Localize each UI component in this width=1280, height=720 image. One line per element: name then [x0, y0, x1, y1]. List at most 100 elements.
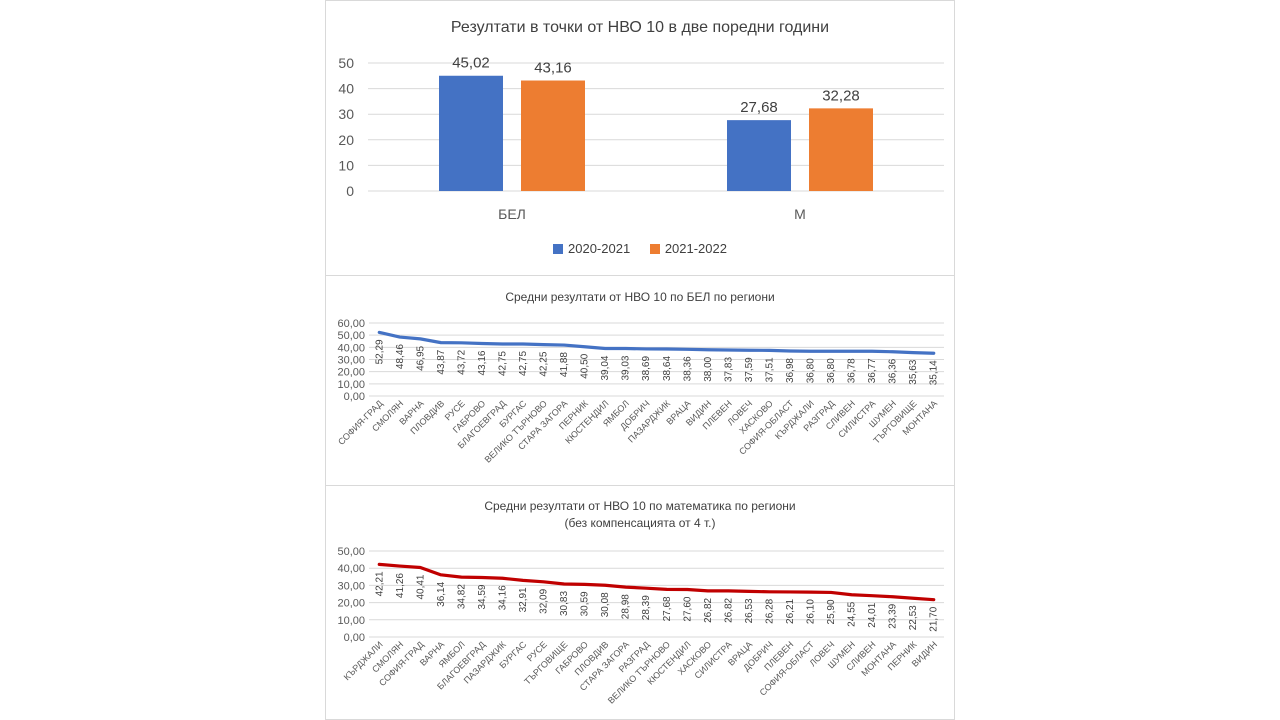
- math-data-label-софия-град: 40,41: [415, 574, 426, 599]
- bel-data-label-плевен: 37,83: [723, 357, 734, 382]
- math-point-велико-търново: [665, 588, 668, 591]
- bel-data-label-шумен: 36,36: [888, 358, 899, 383]
- math-point-хасково: [707, 590, 709, 592]
- math-y-tick-label-10,00: 10,00: [337, 615, 365, 627]
- math-data-label-пазарджик: 34,16: [497, 585, 508, 610]
- bel-y-tick-label-50,00: 50,00: [337, 330, 365, 342]
- legend-label-2020-2021: 2020-2021: [568, 241, 631, 256]
- math-data-label-разград: 28,39: [641, 595, 652, 620]
- bel-y-tick-label-30,00: 30,00: [337, 355, 365, 367]
- bel-point-габрово: [481, 342, 483, 345]
- bel-point-русе: [460, 342, 463, 344]
- chart-title-math-regions: Средни резултати от НВО 10 по математика…: [326, 498, 954, 532]
- math-data-label-ямбол: 34,82: [456, 584, 467, 609]
- bel-point-софия-град: [378, 331, 381, 334]
- math-point-благоевград: [481, 576, 483, 579]
- bel-series-line: [377, 330, 936, 355]
- bel-data-label-пазарджик: 38,64: [662, 356, 673, 381]
- bel-point-стара-загора: [563, 344, 565, 346]
- bel-point-хасково: [768, 349, 771, 352]
- chart-title-two-years: Резултати в точки от НВО 10 в две поредн…: [450, 19, 830, 36]
- math-point-варна: [440, 574, 442, 576]
- bel-point-плевен: [727, 349, 730, 351]
- y-tick-label-0: 0: [346, 183, 354, 199]
- bel-point-бургас: [522, 343, 524, 345]
- bel-data-label-силистра: 36,77: [867, 358, 878, 383]
- bar-chart-svg: 0 10 20 30 40 50 45,02 43,16 БЕЛ 27,68 32,28 М: [338, 55, 944, 222]
- data-label-бел-2020-2021: 45,02: [452, 55, 490, 72]
- bel-data-label-сливен: 36,78: [847, 358, 858, 383]
- math-data-label-кюстендил: 27,60: [682, 596, 693, 621]
- y-tick-label-20: 20: [338, 132, 354, 148]
- bel-data-label-пловдив: 43,87: [436, 349, 447, 374]
- math-point-русе: [542, 581, 545, 583]
- math-y-tick-label-30,00: 30,00: [337, 580, 365, 592]
- bel-data-label-кюстендил: 39,04: [600, 355, 611, 380]
- bel-point-софия-област: [789, 350, 791, 352]
- math-data-label-силистра: 26,82: [723, 597, 734, 622]
- math-point-бургас: [522, 579, 524, 582]
- legend-swatch-blue: [553, 244, 564, 254]
- math-point-сливен: [871, 594, 873, 597]
- bel-point-перник: [583, 345, 586, 348]
- math-data-label-монтана: 23,39: [888, 603, 899, 628]
- math-y-tick-label-50,00: 50,00: [337, 546, 365, 558]
- bel-data-label-софия-област: 36,98: [785, 358, 796, 383]
- bel-data-label-смолян: 48,46: [395, 344, 406, 369]
- chart-panel-math-regions: Средни резултати от НВО 10 по математика…: [325, 485, 955, 720]
- math-data-label-русе: 32,09: [539, 588, 550, 613]
- chart-panel-bel-regions: Средни резултати от НВО 10 по БЕЛ по рег…: [325, 275, 955, 487]
- bel-data-label-благоевград: 42,75: [497, 351, 508, 376]
- bel-point-кюстендил: [604, 347, 606, 350]
- y-tick-label-40: 40: [338, 81, 354, 97]
- bel-data-label-търговище: 35,63: [908, 359, 919, 384]
- bel-point-благоевград: [501, 343, 504, 345]
- bar-м-2021-2022: [809, 108, 873, 191]
- bel-data-label-варна: 46,95: [415, 345, 426, 370]
- bel-point-сливен: [850, 350, 853, 353]
- math-data-label-пловдив: 30,08: [600, 592, 611, 617]
- bel-data-label-кърджали: 36,80: [806, 358, 817, 383]
- math-data-label-софия-област: 26,10: [806, 599, 817, 624]
- math-y-tick-label-40,00: 40,00: [337, 563, 365, 575]
- math-point-добрич: [768, 590, 771, 593]
- bel-data-label-велико-търново: 42,25: [539, 351, 550, 376]
- bar-м-2020-2021: [727, 120, 791, 191]
- bel-data-label-ловеч: 37,59: [744, 357, 755, 382]
- chart-title-bel-regions: Средни резултати от НВО 10 по БЕЛ по рег…: [505, 290, 775, 304]
- x-tick-label-м: М: [794, 206, 806, 222]
- math-point-силистра: [727, 590, 730, 592]
- legend-swatch-orange: [649, 244, 660, 254]
- math-point-кюстендил: [686, 588, 689, 591]
- math-point-търговище: [563, 583, 565, 585]
- bel-point-варна: [419, 338, 422, 340]
- y-tick-label-10: 10: [338, 157, 354, 173]
- math-point-монтана: [891, 595, 894, 598]
- bel-data-label-хасково: 37,51: [764, 357, 775, 382]
- math-point-стара-загора: [624, 586, 627, 588]
- data-label-м-2021-2022: 32,28: [822, 87, 860, 104]
- legend-item-2020-2021: 2020-2021: [553, 241, 630, 256]
- math-point-враца: [748, 590, 750, 593]
- bel-point-видин: [707, 348, 709, 351]
- data-label-бел-2021-2022: 43,16: [534, 60, 572, 77]
- bel-data-label-добрич: 38,69: [641, 355, 652, 380]
- math-point-кърджали: [378, 563, 381, 566]
- math-data-label-хасково: 26,82: [703, 597, 714, 622]
- math-point-видин: [932, 598, 935, 601]
- math-point-пловдив: [604, 584, 606, 587]
- bel-point-шумен: [891, 350, 894, 353]
- math-data-label-варна: 36,14: [436, 581, 447, 606]
- bel-point-разград: [830, 350, 832, 353]
- bel-point-пловдив: [440, 341, 442, 344]
- bel-y-tick-label-60,00: 60,00: [337, 318, 365, 330]
- x-tick-label-бел: БЕЛ: [498, 206, 526, 222]
- math-line-chart-svg: 0,0010,0020,0030,0040,0050,0042,21КЪРДЖА…: [337, 546, 944, 706]
- math-data-label-сливен: 24,01: [867, 602, 878, 627]
- bel-y-tick-label-40,00: 40,00: [337, 342, 365, 354]
- math-point-смолян: [399, 565, 401, 567]
- math-data-label-перник: 22,53: [908, 605, 919, 630]
- bel-point-монтана: [932, 352, 935, 355]
- bel-data-label-перник: 40,50: [580, 353, 591, 378]
- bel-data-label-враца: 38,36: [682, 356, 693, 381]
